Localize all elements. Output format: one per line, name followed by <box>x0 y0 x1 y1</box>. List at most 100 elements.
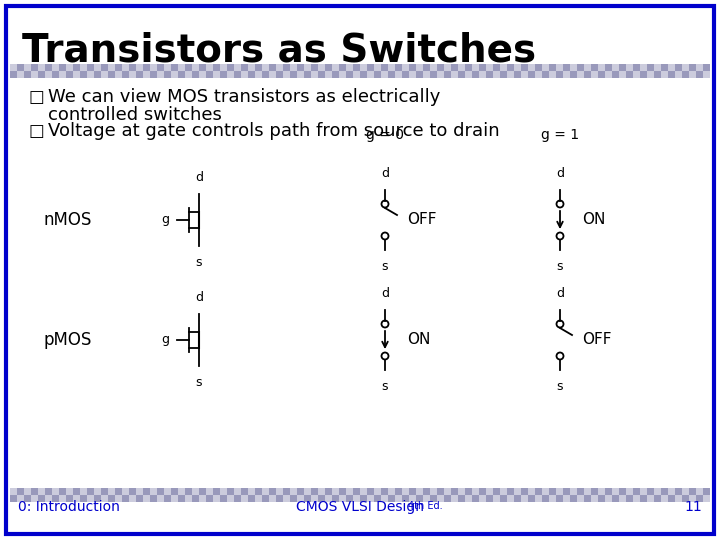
Bar <box>227 495 234 502</box>
Bar <box>395 71 402 78</box>
Bar <box>276 495 283 502</box>
Bar <box>696 488 703 495</box>
Bar <box>220 495 227 502</box>
Bar <box>38 488 45 495</box>
Bar <box>38 71 45 78</box>
Bar <box>682 71 689 78</box>
Bar <box>703 71 710 78</box>
Bar <box>626 495 633 502</box>
Bar <box>185 495 192 502</box>
Bar <box>703 488 710 495</box>
Bar <box>689 495 696 502</box>
Bar <box>87 488 94 495</box>
Bar <box>395 495 402 502</box>
Bar <box>409 71 416 78</box>
Text: g = 1: g = 1 <box>541 128 579 142</box>
Text: d: d <box>195 171 203 184</box>
Bar <box>654 64 661 71</box>
Bar <box>255 71 262 78</box>
Bar <box>500 488 507 495</box>
Bar <box>94 488 101 495</box>
Bar <box>703 495 710 502</box>
Bar <box>332 495 339 502</box>
Bar <box>199 64 206 71</box>
Bar <box>682 488 689 495</box>
Text: nMOS: nMOS <box>44 211 92 229</box>
Bar <box>143 64 150 71</box>
Bar <box>311 495 318 502</box>
Text: Voltage at gate controls path from source to drain: Voltage at gate controls path from sourc… <box>48 122 500 140</box>
Bar <box>248 71 255 78</box>
Bar <box>157 488 164 495</box>
Bar <box>451 495 458 502</box>
Bar <box>535 488 542 495</box>
Text: ON: ON <box>407 333 431 348</box>
Bar <box>514 495 521 502</box>
Bar <box>367 495 374 502</box>
Bar <box>52 64 59 71</box>
Bar <box>94 64 101 71</box>
Bar <box>423 71 430 78</box>
Bar <box>178 71 185 78</box>
Bar <box>367 488 374 495</box>
Bar <box>556 495 563 502</box>
Bar <box>318 64 325 71</box>
Bar <box>325 71 332 78</box>
Bar <box>486 64 493 71</box>
Text: 0: Introduction: 0: Introduction <box>18 500 120 514</box>
Bar <box>647 71 654 78</box>
Bar <box>346 71 353 78</box>
Bar <box>626 488 633 495</box>
Bar <box>549 495 556 502</box>
Bar <box>465 488 472 495</box>
Bar <box>437 495 444 502</box>
Bar <box>73 488 80 495</box>
Bar <box>213 495 220 502</box>
Bar <box>80 495 87 502</box>
Bar <box>507 488 514 495</box>
Bar <box>591 71 598 78</box>
Bar <box>500 64 507 71</box>
Bar <box>549 64 556 71</box>
Bar <box>528 488 535 495</box>
Bar <box>374 495 381 502</box>
Bar <box>598 71 605 78</box>
Bar <box>402 495 409 502</box>
Bar <box>465 64 472 71</box>
Bar <box>437 488 444 495</box>
Bar <box>45 495 52 502</box>
Bar <box>87 64 94 71</box>
Bar <box>381 71 388 78</box>
Bar <box>444 495 451 502</box>
Bar <box>570 64 577 71</box>
Bar <box>199 488 206 495</box>
Bar <box>612 71 619 78</box>
Bar <box>598 488 605 495</box>
Bar <box>661 488 668 495</box>
Bar <box>423 495 430 502</box>
Bar <box>689 488 696 495</box>
Bar <box>542 71 549 78</box>
Bar <box>227 71 234 78</box>
Bar <box>556 64 563 71</box>
Bar <box>38 64 45 71</box>
Text: CMOS VLSI Design: CMOS VLSI Design <box>296 500 424 514</box>
Bar <box>570 488 577 495</box>
Bar <box>304 71 311 78</box>
Text: g = 0: g = 0 <box>366 128 404 142</box>
Bar <box>339 64 346 71</box>
Bar <box>626 71 633 78</box>
Bar <box>514 64 521 71</box>
Bar <box>297 64 304 71</box>
Text: □: □ <box>28 122 44 140</box>
Bar <box>360 64 367 71</box>
Bar <box>59 71 66 78</box>
Bar <box>87 71 94 78</box>
Bar <box>346 64 353 71</box>
Bar <box>262 64 269 71</box>
Bar <box>318 488 325 495</box>
Bar <box>458 64 465 71</box>
Text: s: s <box>382 260 388 273</box>
Bar <box>143 488 150 495</box>
Bar <box>108 71 115 78</box>
